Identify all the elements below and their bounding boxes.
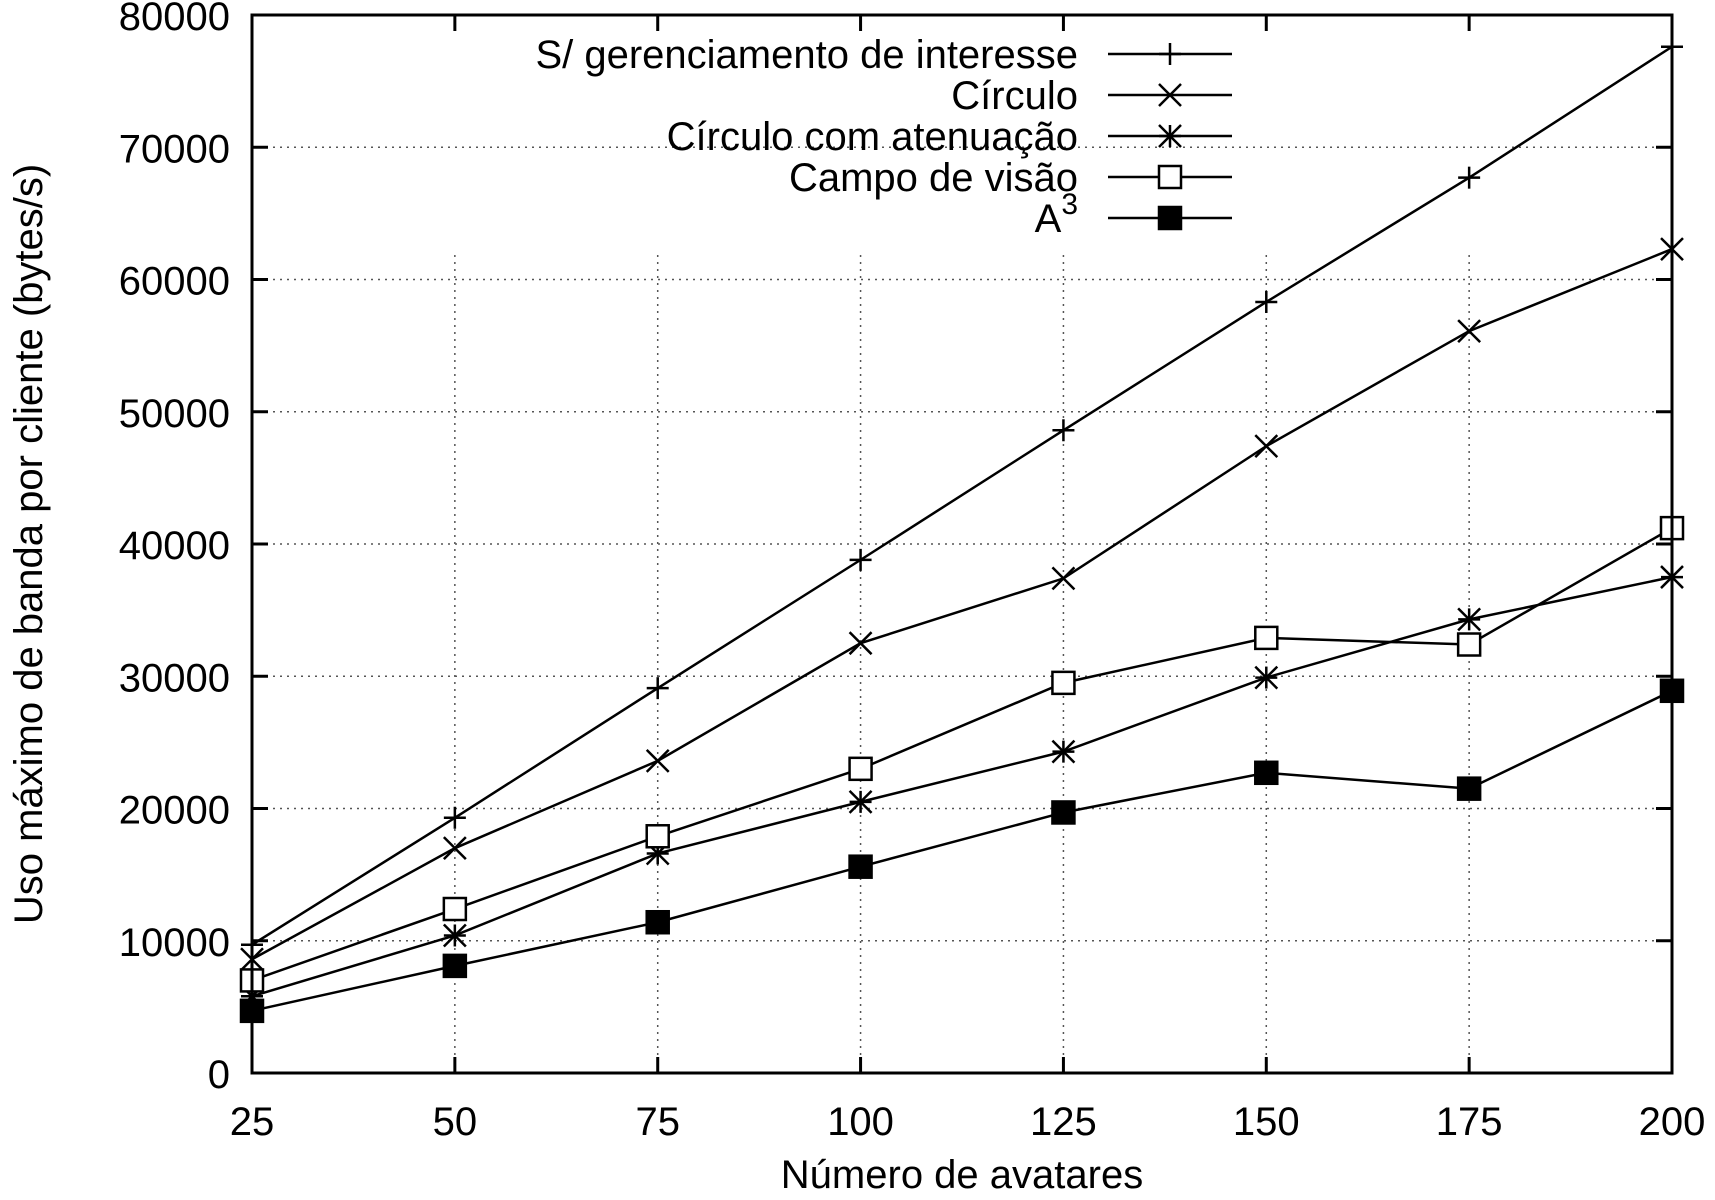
data-point-star	[848, 790, 873, 814]
series-line	[251, 689, 1673, 1013]
data-point-star	[1158, 124, 1182, 148]
x-tick-label: 75	[635, 1100, 680, 1144]
data-point-cross	[1051, 566, 1076, 591]
legend-label: S/ gerenciamento de interesse	[535, 33, 1078, 77]
series-line	[251, 247, 1673, 961]
data-point-star	[442, 923, 467, 948]
legend-entry-1: S/ gerenciamento de interesse	[535, 33, 1232, 77]
x-tick-label: 150	[1233, 1100, 1300, 1144]
data-point-cross	[1254, 434, 1279, 459]
legend-entry-4: Campo de visão	[789, 156, 1232, 200]
data-point-plus	[646, 677, 669, 700]
data-point-open-square	[645, 824, 670, 849]
x-tick-label: 200	[1639, 1100, 1706, 1144]
series-4	[239, 515, 1685, 993]
data-point-plus	[1255, 290, 1278, 313]
x-tick-label: 50	[433, 1100, 478, 1144]
data-point-cross	[1158, 83, 1182, 107]
data-point-open-square	[1456, 632, 1482, 657]
data-point-filled-square	[848, 854, 873, 879]
legend-label: Círculo	[951, 74, 1078, 118]
legend: S/ gerenciamento de interesseCírculoCírc…	[535, 33, 1232, 241]
grid-lines	[252, 146, 1672, 1073]
data-point-star	[1457, 607, 1482, 632]
y-tick-label: 30000	[119, 656, 230, 700]
data-point-filled-square	[1456, 776, 1482, 801]
y-tick-label: 40000	[119, 524, 230, 568]
data-point-star	[1051, 739, 1076, 764]
data-point-filled-square	[1254, 760, 1279, 786]
data-point-filled-square	[1157, 205, 1183, 231]
data-point-plus	[443, 806, 466, 829]
legend-label: Círculo com atenuação	[667, 115, 1078, 159]
x-tick-label: 25	[230, 1100, 275, 1144]
legend-entry-5: A3	[1035, 188, 1232, 241]
y-axis-label: Uso máximo de banda por cliente (bytes/s…	[7, 164, 51, 924]
series-2	[240, 237, 1684, 972]
x-tick-label: 175	[1436, 1100, 1503, 1144]
axes: 0 10000 20000 30000 40000 50000 60000 70000 8000…	[119, 0, 1706, 1144]
data-point-plus	[849, 548, 872, 571]
data-point-star	[1254, 665, 1279, 690]
data-point-open-square	[1051, 670, 1076, 696]
series-line	[251, 527, 1673, 982]
y-tick-label: 70000	[119, 127, 230, 171]
data-point-cross	[848, 631, 873, 656]
series-line	[251, 45, 1673, 946]
y-tick-label: 10000	[119, 921, 230, 965]
y-tick-label: 60000	[119, 260, 230, 304]
x-tick-label: 100	[827, 1100, 894, 1144]
data-point-filled-square	[645, 909, 670, 935]
data-point-cross	[645, 749, 670, 773]
data-point-open-square	[1157, 164, 1183, 190]
data-point-plus	[1052, 419, 1075, 442]
x-axis-label: Número de avatares	[781, 1153, 1143, 1197]
legend-entry-3: Círculo com atenuação	[667, 115, 1232, 159]
y-tick-label: 80000	[119, 0, 230, 39]
data-point-open-square	[1254, 625, 1279, 651]
legend-entry-2: Círculo	[951, 74, 1232, 118]
data-point-cross	[1457, 319, 1482, 343]
data-point-open-square	[848, 756, 873, 782]
data-point-plus	[1458, 166, 1481, 189]
y-tick-label: 0	[208, 1053, 230, 1097]
data-point-filled-square	[1051, 800, 1076, 825]
series-line	[251, 575, 1673, 998]
legend-label: Campo de visão	[789, 156, 1078, 200]
data-point-cross	[442, 836, 467, 861]
y-tick-label: 50000	[119, 392, 230, 436]
x-tick-label: 125	[1030, 1100, 1097, 1144]
data-point-filled-square	[442, 953, 468, 979]
data-point-open-square	[442, 896, 468, 922]
data-point-plus	[1159, 43, 1181, 65]
legend-label-superscript: 3	[1061, 188, 1078, 221]
y-tick-label: 20000	[119, 789, 230, 833]
